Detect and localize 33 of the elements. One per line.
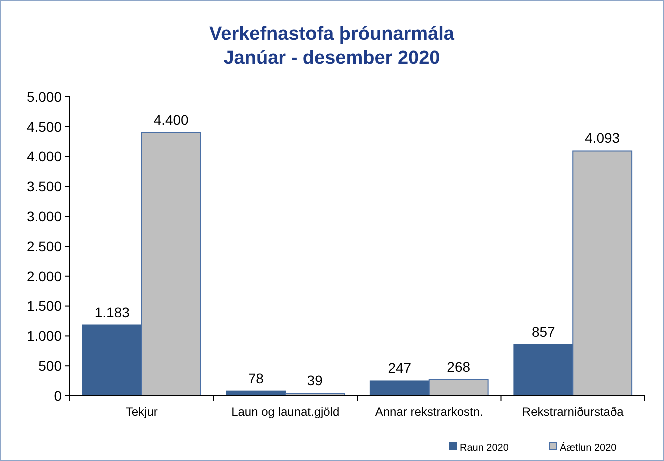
y-tick-label: 3.500: [26, 178, 62, 195]
y-tick-label: 2.500: [26, 238, 62, 254]
bar: [572, 150, 633, 396]
data-label: 1.183: [94, 304, 130, 320]
data-label: 78: [248, 370, 264, 386]
data-label: 247: [388, 360, 412, 376]
bar: [141, 132, 202, 396]
y-tick-label: 0: [54, 388, 62, 404]
data-label: 4.400: [154, 112, 190, 128]
legend-label: Áætlun 2020: [560, 442, 618, 454]
data-label: 268: [447, 358, 471, 375]
x-tick-label: Tekjur: [126, 405, 158, 419]
bar: [514, 344, 574, 396]
bar: [82, 324, 142, 396]
y-tick-label: 4.000: [26, 148, 62, 165]
y-tick-label: 1.500: [26, 298, 62, 314]
y-tick-label: 5.000: [26, 88, 62, 105]
x-tick-label: Laun og launat.gjöld: [232, 405, 340, 419]
x-tick-label: Annar rekstrarkostn.: [375, 405, 484, 419]
chart-subtitle: Janúar - desember 2020: [224, 48, 440, 69]
chart-title: Verkefnastofa þróunarmála: [210, 24, 455, 45]
bar: [428, 379, 489, 396]
y-tick-label: 3.000: [26, 208, 62, 224]
data-label: 4.093: [585, 130, 620, 146]
data-label: 39: [307, 372, 324, 389]
bar: [370, 380, 430, 396]
y-tick-label: 500: [38, 358, 62, 374]
y-tick-label: 4.500: [26, 118, 62, 135]
y-tick-label: 1.000: [26, 328, 62, 344]
x-tick-label: Rekstrarniðurstaða: [522, 405, 624, 419]
legend-label: Raun 2020: [460, 443, 510, 454]
y-tick-label: 2.000: [26, 268, 62, 284]
data-label: 857: [532, 324, 556, 340]
